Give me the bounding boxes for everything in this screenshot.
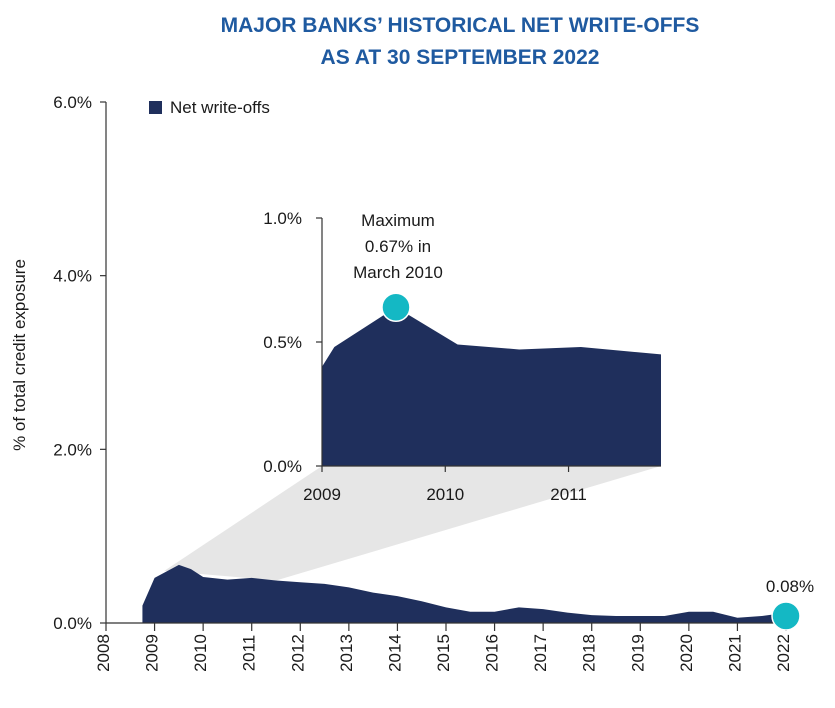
y-tick-label: 0.0% [53,614,92,633]
x-tick-label: 2022 [774,634,793,672]
legend-label: Net write-offs [170,98,270,117]
x-tick-label: 2017 [531,634,550,672]
y-tick-label: 2.0% [53,440,92,459]
x-tick-label: 2014 [385,634,404,672]
x-tick-label: 2015 [434,634,453,672]
annotation-line-3: March 2010 [353,263,443,282]
inset-x-tick-label: 2011 [550,485,587,504]
x-tick-label: 2012 [288,634,307,672]
latest-value-marker [771,601,801,631]
maximum-marker [381,292,411,323]
chart-title-line-1: MAJOR BANKS’ HISTORICAL NET WRITE-OFFS [221,14,700,37]
inset-axes: 0.0% 0.5% 1.0% 2009 2010 2011 [263,209,661,504]
x-tick-label: 2021 [725,634,744,672]
inset-y-tick-label: 0.0% [263,457,302,476]
x-tick-label: 2020 [677,634,696,672]
x-tick-label: 2010 [191,634,210,672]
inset-y-tick-label: 1.0% [263,209,302,228]
inset-x-tick-label: 2009 [303,485,341,504]
x-tick-label: 2019 [628,634,647,672]
inset-area [322,307,661,466]
inset-x-tick-label: 2010 [426,485,464,504]
main-axes: 0.0% 2.0% 4.0% 6.0% 2008 2009 2010 2011 2012 2013… [53,93,796,672]
net-write-offs-area [142,564,774,623]
x-tick-label: 2016 [483,634,502,672]
x-tick-label: 2008 [94,634,113,672]
x-tick-label: 2013 [337,634,356,672]
x-tick-label: 2018 [580,634,599,672]
y-tick-label: 6.0% [53,93,92,112]
y-axis-label: % of total credit exposure [10,259,29,451]
latest-value-label: 0.08% [766,577,814,596]
y-tick-label: 4.0% [53,267,92,286]
x-tick-label: 2011 [240,635,259,672]
annotation-line-2: 0.67% in [365,237,431,256]
chart-title-line-2: AS AT 30 SEPTEMBER 2022 [321,46,600,69]
inset-y-tick-label: 0.5% [263,333,302,352]
zoom-connector [164,466,662,581]
x-tick-label: 2009 [143,634,162,672]
legend-swatch [149,101,162,114]
annotation-line-1: Maximum [361,211,435,230]
